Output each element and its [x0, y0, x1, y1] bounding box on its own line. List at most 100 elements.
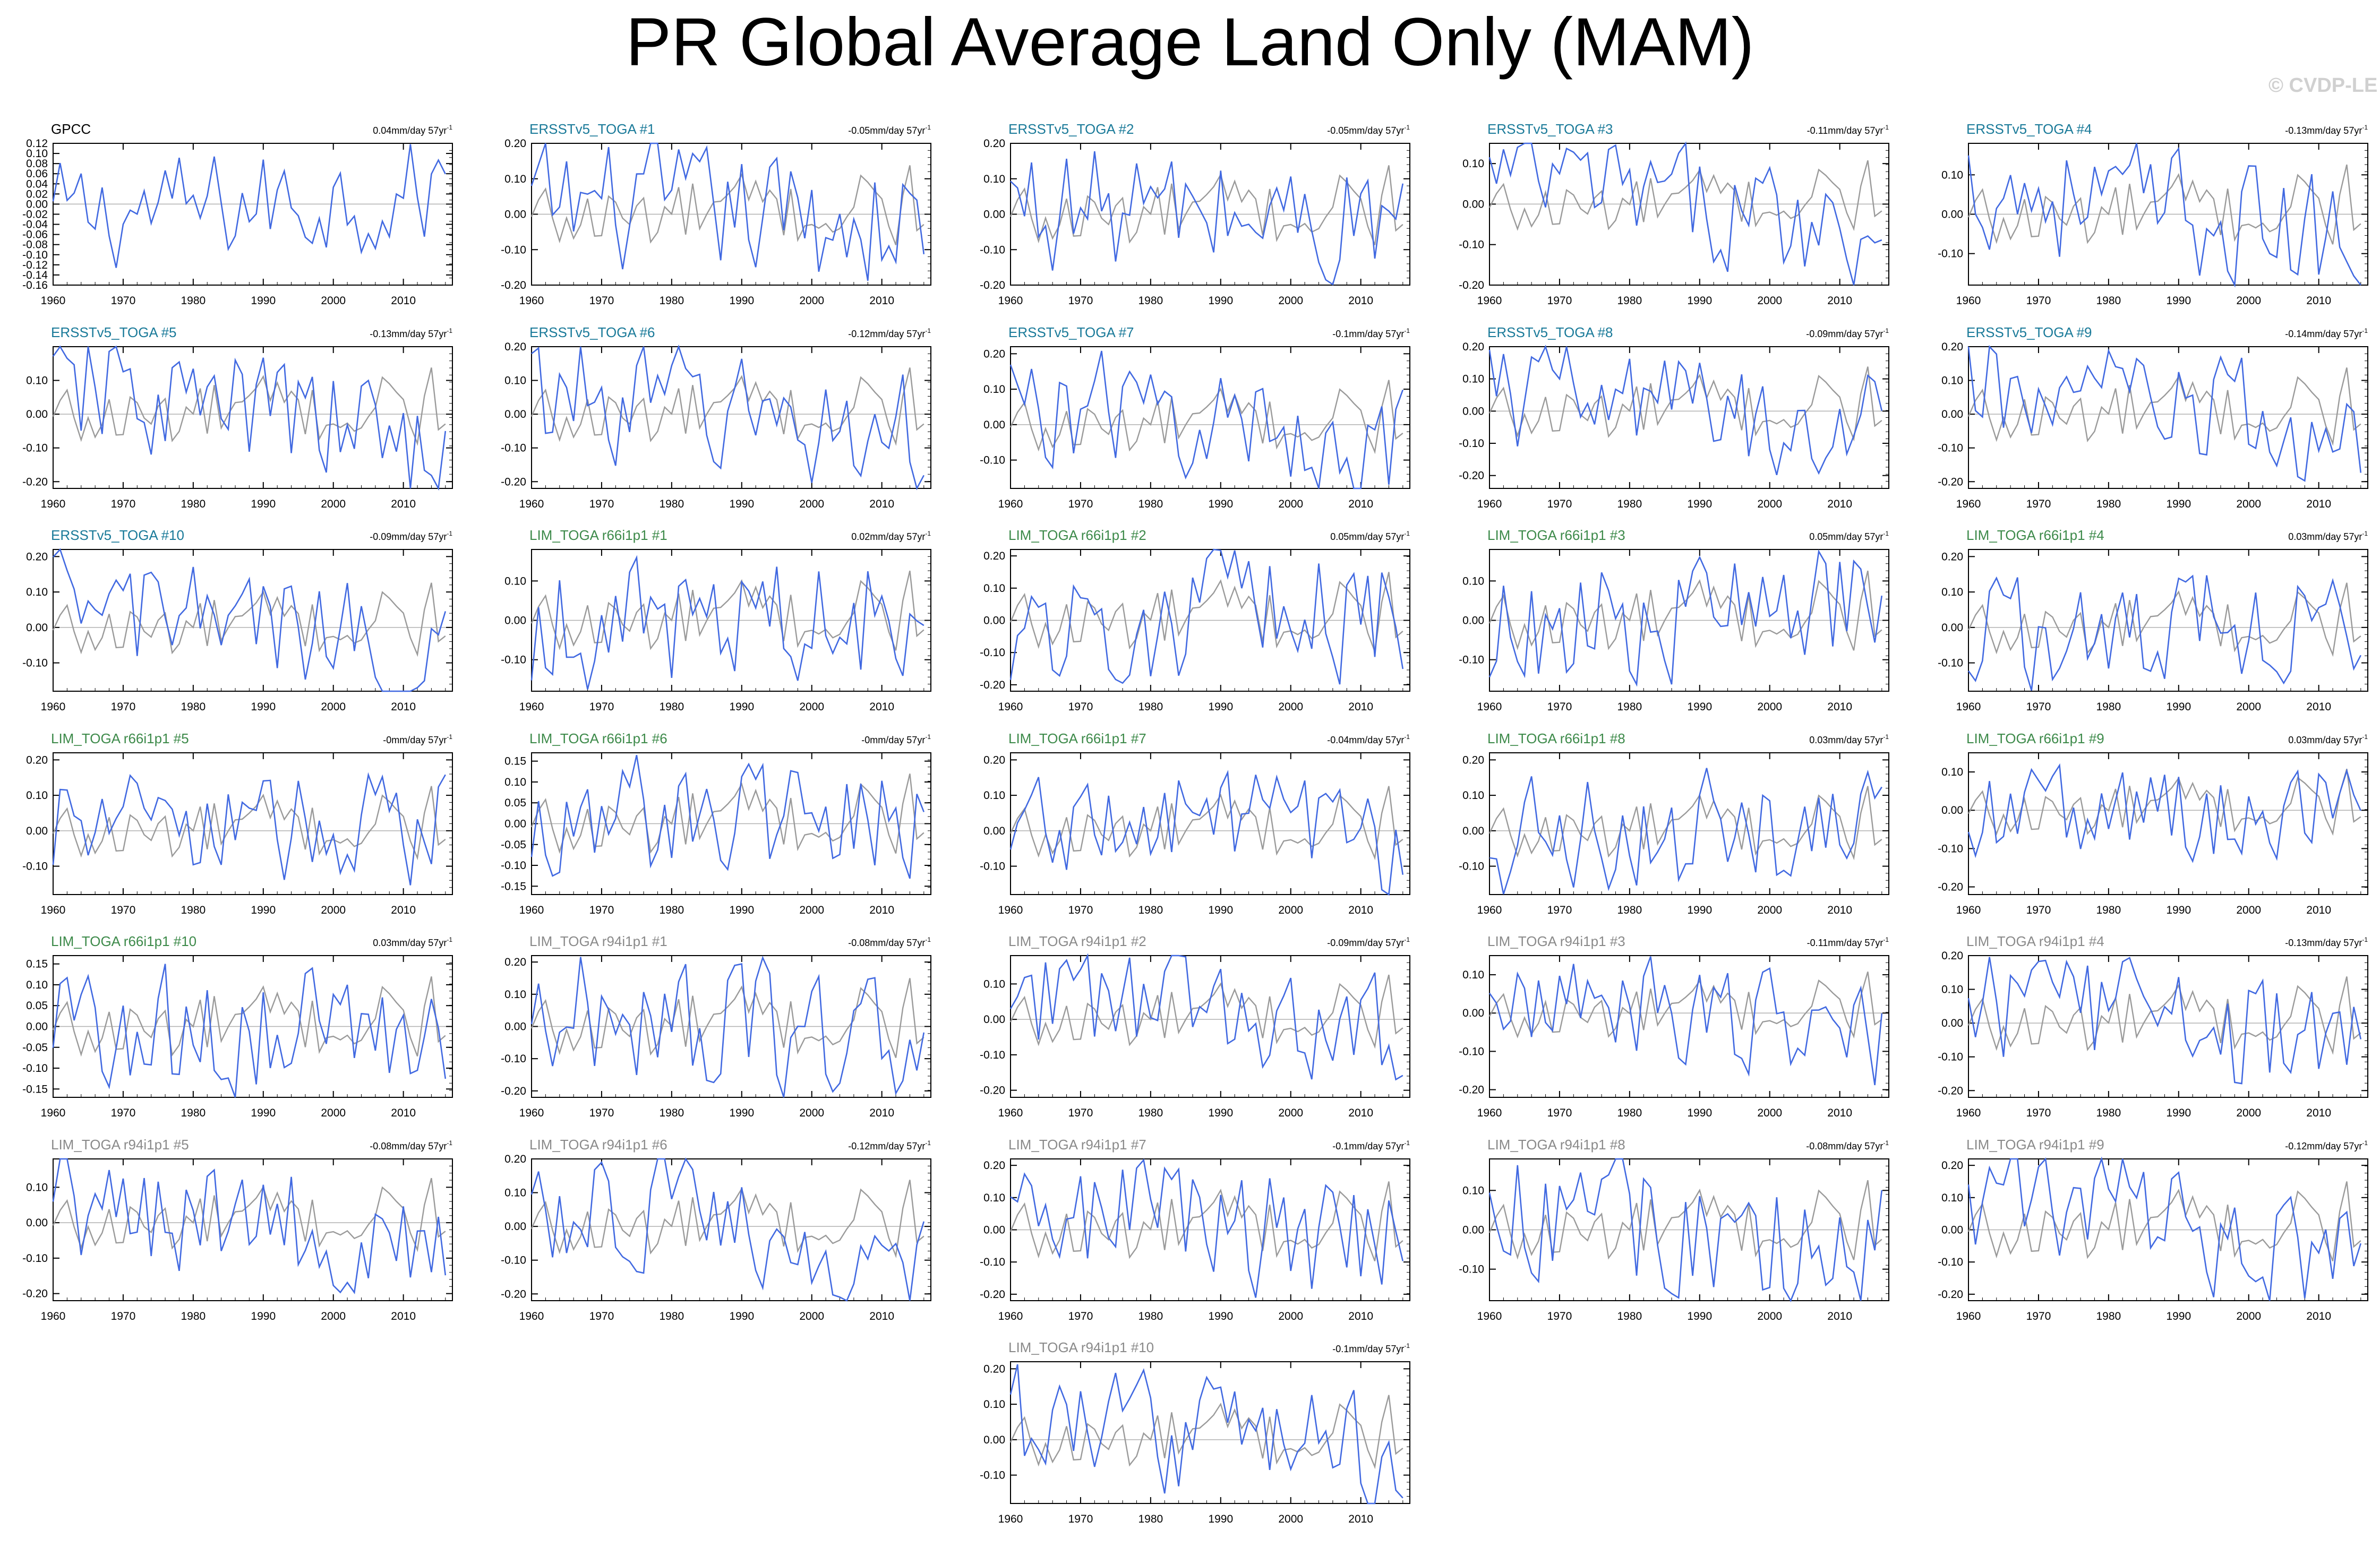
y-tick-label: 0.10 [26, 375, 48, 387]
x-tick-label: 1970 [2026, 701, 2051, 713]
y-tick-label: 0.20 [983, 1363, 1005, 1375]
y-tick-label: 0.10 [504, 776, 526, 788]
reference-series-line [52, 976, 446, 1057]
member-series-line [52, 964, 447, 1098]
y-tick-label: 0.10 [1462, 373, 1484, 385]
x-tick-label: 1990 [1687, 295, 1712, 307]
panel-21: LIM_TOGA r66i1p1 #10 0.03mm/day 57yr-1 0.1… [22, 933, 453, 1119]
y-tick-label: 0.20 [504, 956, 526, 968]
x-tick-label: 1970 [589, 701, 614, 713]
y-tick-label: -0.10 [1938, 442, 1963, 454]
x-tick-label: 1980 [660, 1107, 684, 1119]
trend-label: 0.02mm/day 57yr-1 [851, 530, 931, 542]
x-tick-label: 2000 [2236, 1107, 2261, 1119]
y-tick-label: 0.20 [504, 341, 526, 353]
member-series-line [1010, 1158, 1404, 1298]
y-tick-label: 0.00 [1462, 1224, 1484, 1236]
panel-25: LIM_TOGA r94i1p1 #4 -0.13mm/day 57yr-1 0.2… [1938, 933, 2368, 1119]
x-tick-label: 1980 [1617, 701, 1642, 713]
x-tick-label: 1970 [2026, 1310, 2051, 1322]
member-series-line [530, 1157, 925, 1302]
y-tick-label: 0.05 [26, 1000, 48, 1012]
x-tick-label: 1980 [181, 1310, 206, 1322]
y-tick-label: -0.10 [501, 860, 526, 872]
y-tick-label: -0.20 [1938, 881, 1963, 893]
y-tick-label: 0.10 [1941, 169, 1963, 181]
x-tick-label: 1980 [660, 295, 684, 307]
x-tick-label: 2010 [2306, 701, 2331, 713]
reference-series-line [1967, 1181, 2361, 1261]
x-tick-label: 2010 [2306, 295, 2331, 307]
x-tick-label: 1990 [251, 1107, 276, 1119]
panel-12: LIM_TOGA r66i1p1 #1 0.02mm/day 57yr-1 0.10… [501, 527, 931, 713]
trend-superscript: -1 [447, 530, 452, 537]
x-tick-label: 2000 [1278, 498, 1303, 510]
x-tick-label: 1980 [1617, 1310, 1642, 1322]
x-tick-label: 2010 [2306, 498, 2331, 510]
trend-superscript: -1 [2362, 530, 2368, 537]
x-tick-label: 2010 [869, 1107, 894, 1119]
x-tick-label: 1990 [729, 1310, 754, 1322]
y-tick-label: 0.10 [983, 1398, 1005, 1411]
x-tick-label: 1970 [1068, 1310, 1093, 1322]
x-tick-label: 2010 [391, 1310, 416, 1322]
plot-frame [1489, 143, 1889, 286]
member-series-line [53, 548, 447, 692]
trend-label: -0.09mm/day 57yr-1 [370, 530, 452, 542]
x-tick-label: 1980 [181, 1107, 206, 1119]
reference-series-line [52, 1178, 446, 1252]
trend-superscript: -1 [1883, 327, 1889, 334]
x-tick-label: 1970 [589, 1107, 614, 1119]
panel-23: LIM_TOGA r94i1p1 #2 -0.09mm/day 57yr-1 0.1… [980, 933, 1410, 1119]
member-series-line [1967, 957, 2362, 1085]
y-tick-label: -0.20 [980, 679, 1005, 691]
panel-30: LIM_TOGA r94i1p1 #9 -0.12mm/day 57yr-1 0.2… [1938, 1137, 2368, 1322]
reference-series-line [530, 774, 924, 854]
trend-superscript: -1 [1404, 1342, 1410, 1350]
panel-title: LIM_TOGA r94i1p1 #4 [1966, 933, 2104, 949]
y-tick-label: -0.06 [22, 229, 48, 241]
y-tick-label: 0.10 [504, 375, 526, 387]
x-tick-label: 2010 [2306, 1107, 2331, 1119]
y-tick-label: 0.10 [26, 979, 48, 991]
y-tick-label: 0.10 [1462, 969, 1484, 981]
reference-series-line [1488, 160, 1882, 231]
y-tick-label: -0.15 [501, 880, 526, 892]
x-tick-label: 1960 [1477, 701, 1502, 713]
reference-series-line [1967, 164, 2361, 245]
x-tick-label: 2000 [799, 1107, 824, 1119]
panel-title: LIM_TOGA r66i1p1 #9 [1966, 730, 2104, 746]
member-series-line [1009, 1364, 1403, 1505]
reference-series-line [530, 165, 924, 245]
figure-title: PR Global Average Land Only (MAM) [626, 4, 1754, 80]
x-tick-label: 1960 [998, 904, 1023, 916]
x-tick-label: 1970 [111, 904, 136, 916]
x-tick-label: 1980 [1138, 1107, 1163, 1119]
trend-label: -0.14mm/day 57yr-1 [2285, 327, 2368, 339]
trend-label: -0.05mm/day 57yr-1 [1327, 124, 1410, 136]
x-tick-label: 1970 [1068, 295, 1093, 307]
panel-title: LIM_TOGA r94i1p1 #10 [1008, 1339, 1154, 1355]
y-tick-label: 0.10 [983, 173, 1005, 185]
x-tick-label: 1960 [519, 1107, 544, 1119]
member-series-line [1488, 345, 1883, 476]
trend-superscript: -1 [1883, 936, 1889, 943]
y-tick-label: -0.15 [22, 1083, 48, 1095]
x-tick-label: 1970 [2026, 1107, 2051, 1119]
x-tick-label: 1960 [1956, 295, 1981, 307]
y-tick-label: -0.10 [1938, 657, 1963, 669]
panel-4: ERSSTv5_TOGA #3 -0.11mm/day 57yr-1 0.10 0.0… [1459, 121, 1889, 307]
x-tick-label: 1960 [1477, 1107, 1502, 1119]
x-tick-label: 1970 [2026, 295, 2051, 307]
trend-label: -0.1mm/day 57yr-1 [1332, 1139, 1410, 1151]
member-series-line [1967, 143, 2361, 288]
x-tick-label: 1960 [1956, 498, 1981, 510]
x-tick-label: 2010 [391, 498, 416, 510]
x-tick-label: 2010 [1827, 295, 1852, 307]
panel-13: LIM_TOGA r66i1p1 #2 0.05mm/day 57yr-1 0.20… [980, 527, 1410, 713]
x-tick-label: 1980 [1138, 701, 1163, 713]
y-tick-label: -0.20 [1459, 1084, 1484, 1096]
x-tick-label: 1960 [519, 498, 544, 510]
y-tick-label: -0.10 [980, 1049, 1005, 1061]
x-tick-label: 1970 [1547, 498, 1572, 510]
